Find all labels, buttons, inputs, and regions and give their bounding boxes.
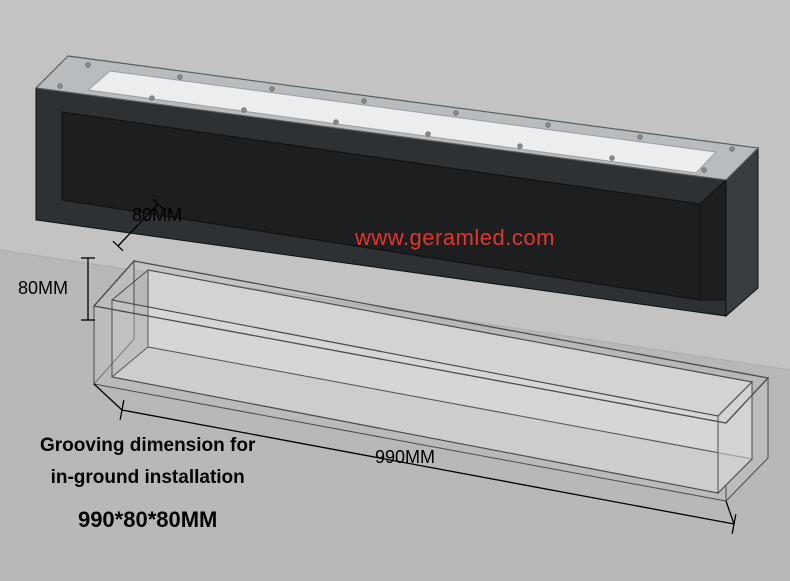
watermark-url: www.geramled.com [355,225,555,251]
caption-block: Grooving dimension for in-ground install… [40,430,255,538]
dim-length-label: 990MM [375,447,435,468]
caption-line3: 990*80*80MM [40,501,255,538]
dim-width-label: 80MM [132,205,182,226]
caption-line1: Grooving dimension for [40,430,255,462]
dim-height-label: 80MM [18,278,68,299]
caption-line2: in-ground installation [40,462,255,494]
